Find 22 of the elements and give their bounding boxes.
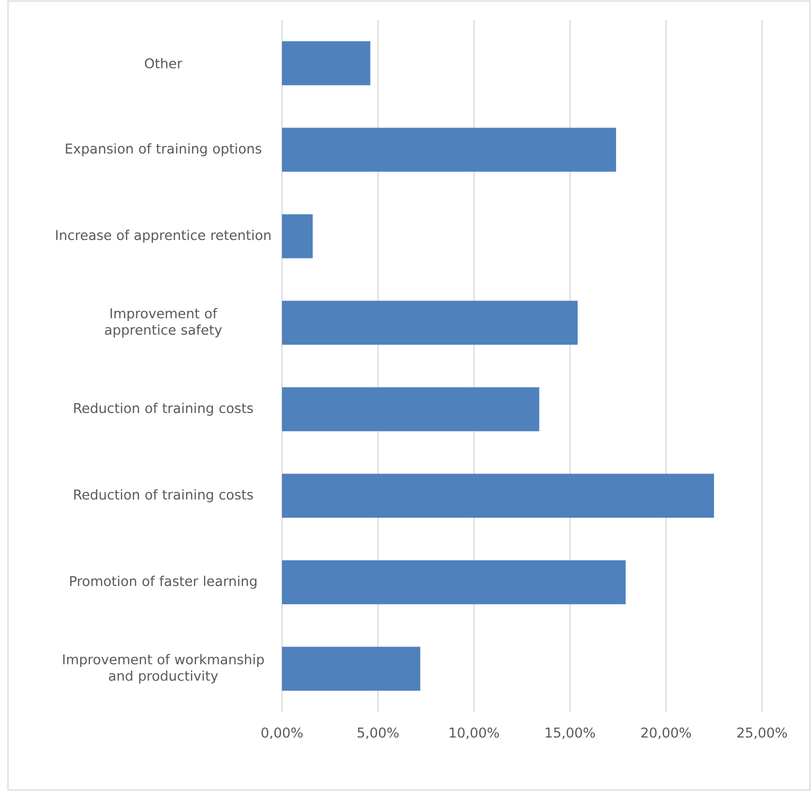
y-tick-label: Increase of apprentice retention — [56, 230, 270, 243]
y-tick-label: Expansion of training options — [66, 143, 262, 156]
x-tick-label: 5,00% — [358, 728, 399, 740]
x-tick-label: 20,00% — [641, 728, 691, 740]
y-tick-label: Reduction of training costs — [74, 402, 253, 416]
y-tick-label: Reduction of training costs — [74, 489, 253, 502]
x-tick-label: 10,00% — [450, 728, 499, 740]
y-tick-label: Improvement of apprentice safety — [105, 308, 222, 338]
bar — [282, 387, 540, 432]
bar — [282, 214, 313, 258]
x-tick-label: 25,00% — [737, 728, 787, 740]
bar — [282, 646, 420, 691]
bar — [282, 128, 616, 172]
y-tick-label: Improvement of workmanship and productivity — [63, 654, 264, 684]
y-tick-label: Other — [144, 58, 182, 68]
bar — [282, 41, 370, 86]
bar — [282, 474, 714, 518]
bar — [282, 560, 626, 604]
y-tick-label: Promotion of faster learning — [70, 576, 256, 589]
bar — [282, 300, 578, 345]
x-tick-label: 15,00% — [546, 728, 595, 740]
x-tick-label: 0,00% — [262, 728, 303, 740]
